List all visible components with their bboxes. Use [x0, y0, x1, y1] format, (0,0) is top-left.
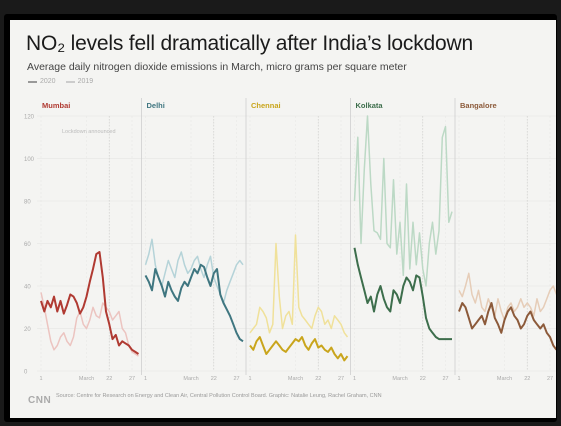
x-tick-label-bangalore-22: 22: [524, 376, 530, 382]
y-tick-label-0: 0: [24, 370, 28, 376]
x-tick-label-chennai-15: March: [288, 376, 303, 382]
y-tick-label-80: 80: [24, 200, 31, 206]
x-tick-label-mumbai-22: 22: [106, 376, 112, 382]
chart-subtitle: Average daily nitrogen dioxide emissions…: [27, 61, 407, 73]
y-tick-label-60: 60: [24, 242, 31, 248]
x-tick-label-delhi-29: 27: [233, 376, 239, 382]
legend-swatch-2020: [28, 80, 37, 83]
x-tick-label-mumbai-1: 1: [39, 376, 42, 382]
y-tick-label-100: 100: [24, 157, 35, 163]
legend-label-2020: 2020: [40, 78, 56, 85]
small-multiples-chart: 0 20 40 60 80 100 120 Mumbai 1 March 22 27 Delhi 1 Mar…: [24, 98, 556, 382]
x-tick-label-bangalore-29: 27: [547, 376, 553, 382]
series-line-2020-mumbai: [40, 251, 140, 355]
x-tick-label-delhi-15: March: [183, 376, 198, 382]
panel-title-delhi: Delhi: [147, 101, 165, 110]
panel-title-bangalore: Bangalore: [460, 101, 497, 110]
legend-item-2020: 2020: [28, 78, 56, 85]
x-tick-label-delhi-22: 22: [211, 376, 217, 382]
y-tick-label-20: 20: [24, 327, 31, 333]
legend-label-2019: 2019: [77, 78, 94, 85]
x-tick-label-chennai-1: 1: [248, 376, 251, 382]
y-tick-label-40: 40: [24, 285, 31, 291]
x-tick-label-mumbai-15: March: [79, 376, 94, 382]
chart-card: NO₂ levels fell dramatically after India…: [10, 20, 556, 418]
legend-item-2019: 2019: [65, 78, 94, 85]
series-line-2020-delhi: [144, 263, 244, 343]
series-line-2020-bangalore: [458, 302, 556, 351]
x-tick-label-chennai-22: 22: [315, 376, 321, 382]
cnn-logo: CNN: [28, 395, 52, 406]
series-line-2019-kolkata: [353, 115, 453, 287]
panel-title-mumbai: Mumbai: [42, 101, 70, 110]
chart-title: NO₂ levels fell dramatically after India…: [26, 32, 473, 55]
series-line-2019-chennai: [249, 234, 349, 338]
x-tick-label-mumbai-29: 27: [129, 376, 135, 382]
x-tick-label-delhi-1: 1: [144, 376, 147, 382]
source-note: Source: Centre for Research on Energy an…: [56, 393, 382, 399]
legend-swatch-2019: [65, 80, 75, 83]
panel-title-kolkata: Kolkata: [356, 101, 384, 110]
series-line-2019-bangalore: [458, 272, 556, 321]
series-line-2019-mumbai: [40, 292, 139, 357]
x-tick-label-chennai-29: 27: [338, 376, 344, 382]
x-tick-label-kolkata-15: March: [392, 376, 407, 382]
panel-title-chennai: Chennai: [251, 101, 281, 110]
lockdown-annotation: Lockdown announced: [62, 129, 116, 135]
x-tick-label-bangalore-15: March: [497, 376, 512, 382]
x-tick-label-bangalore-1: 1: [457, 376, 460, 382]
x-tick-label-kolkata-1: 1: [353, 376, 356, 382]
legend: 2020 2019: [28, 78, 93, 85]
y-tick-label-120: 120: [24, 115, 35, 121]
x-tick-label-kolkata-22: 22: [420, 376, 426, 382]
x-tick-label-kolkata-29: 27: [442, 376, 448, 382]
series-line-2020-kolkata: [353, 247, 452, 341]
series-line-2020-chennai: [249, 336, 349, 362]
